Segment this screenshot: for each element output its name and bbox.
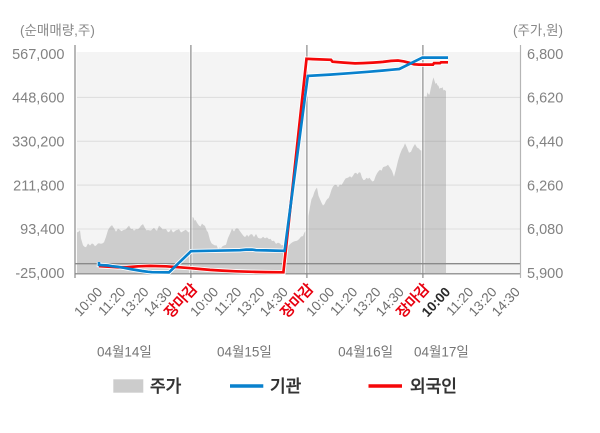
svg-text:기관: 기관: [270, 377, 302, 396]
svg-text:04월14일: 04월14일: [97, 345, 152, 360]
svg-text:(주가,원): (주가,원): [513, 23, 563, 38]
svg-text:567,000: 567,000: [12, 47, 64, 63]
svg-text:(순매매량,주): (순매매량,주): [20, 23, 95, 38]
svg-text:6,260: 6,260: [527, 178, 563, 194]
svg-text:330,200: 330,200: [12, 135, 64, 151]
svg-text:외국인: 외국인: [410, 377, 457, 396]
svg-text:448,600: 448,600: [12, 91, 64, 107]
svg-text:-25,000: -25,000: [15, 266, 64, 282]
svg-text:5,900: 5,900: [527, 266, 563, 282]
svg-text:6,080: 6,080: [527, 222, 563, 238]
svg-text:6,800: 6,800: [527, 47, 563, 63]
svg-text:04월15일: 04월15일: [217, 345, 272, 360]
svg-text:주가: 주가: [150, 377, 182, 396]
svg-text:93,400: 93,400: [20, 222, 64, 238]
svg-text:04월16일: 04월16일: [338, 345, 393, 360]
svg-text:04월17일: 04월17일: [414, 345, 469, 360]
svg-text:6,440: 6,440: [527, 135, 563, 151]
svg-text:6,620: 6,620: [527, 91, 563, 107]
svg-text:211,800: 211,800: [13, 178, 64, 194]
